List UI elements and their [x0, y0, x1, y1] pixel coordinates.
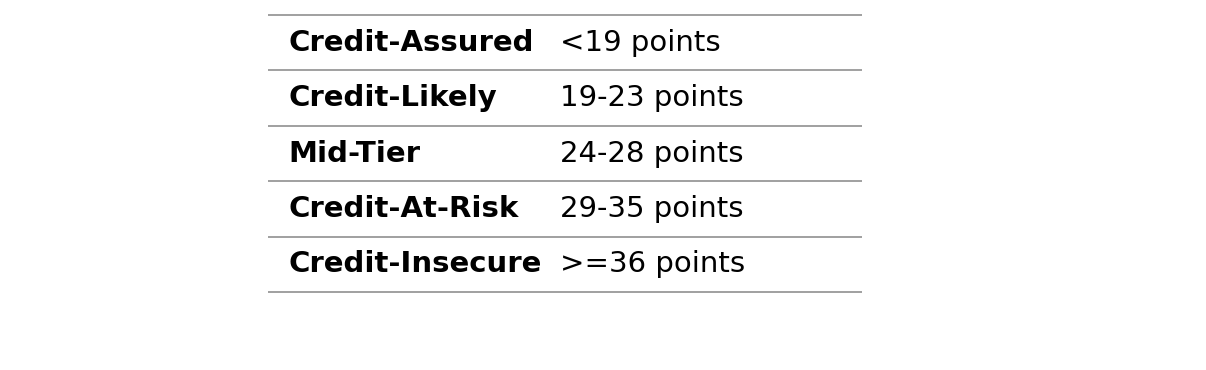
- Text: Credit-Likely: Credit-Likely: [288, 84, 497, 112]
- Text: 19-23 points: 19-23 points: [560, 84, 744, 112]
- Text: 29-35 points: 29-35 points: [560, 195, 744, 223]
- Text: Mid-Tier: Mid-Tier: [288, 139, 420, 168]
- Text: 24-28 points: 24-28 points: [560, 139, 744, 168]
- Text: >=36 points: >=36 points: [560, 250, 745, 278]
- Text: Credit-Assured: Credit-Assured: [288, 29, 533, 57]
- Text: <19 points: <19 points: [560, 29, 721, 57]
- Text: Credit-Insecure: Credit-Insecure: [288, 250, 541, 278]
- Text: Credit-At-Risk: Credit-At-Risk: [288, 195, 519, 223]
